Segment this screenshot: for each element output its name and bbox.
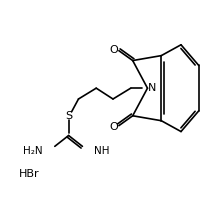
Text: H₂N: H₂N [23,146,43,156]
Text: N: N [148,83,157,93]
Text: NH: NH [94,146,110,156]
Text: HBr: HBr [19,169,40,179]
Text: O: O [109,122,118,132]
Text: S: S [65,111,72,121]
Text: O: O [109,45,118,55]
